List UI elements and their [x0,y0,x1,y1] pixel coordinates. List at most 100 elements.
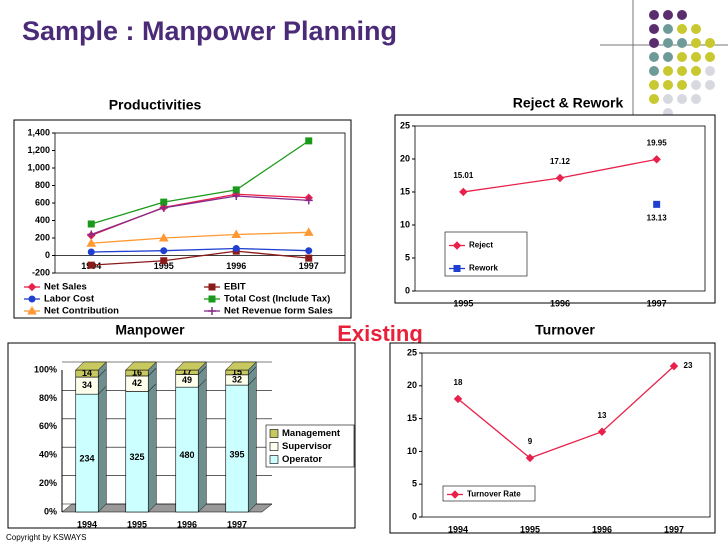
marker [87,248,95,256]
dot [691,38,701,48]
x-tick-label: 1997 [664,524,684,534]
marker [231,229,242,238]
bar-side [148,382,157,513]
chart-title: Productivities [109,97,202,113]
chart-title: Reject & Rework [513,95,624,111]
x-tick-label: 1997 [299,261,319,271]
decoration [600,0,728,132]
dot [677,80,687,90]
bar-top [225,361,257,371]
annotation: Existing [337,321,423,346]
dot [691,80,701,90]
marker [459,187,468,197]
dot [649,10,659,20]
y-tick-label: 25 [407,347,417,357]
marker [305,247,313,255]
legend-label: Net Revenue form Sales [224,306,333,317]
legend-label: Supervisor [282,441,332,452]
bar-top [175,361,207,371]
y-tick-label: 1,000 [27,162,50,172]
legend-label: Labor Cost [44,294,95,305]
legend-label: Net Contribution [44,306,119,317]
y-tick-label: 40% [39,450,57,460]
legend-box [265,424,355,468]
y-tick-label: 15 [400,186,410,196]
dot [705,80,715,90]
dot [691,52,701,62]
dot [663,94,673,104]
x-tick-label: 1996 [592,524,612,534]
marker [669,361,679,371]
marker [303,227,314,236]
y-tick-label: 25 [400,120,410,130]
marker [86,238,97,247]
marker [232,192,241,200]
y-tick-label: 10 [407,446,417,456]
chart-frame [13,119,352,319]
data-label: 13 [598,411,607,420]
dot [677,52,687,62]
marker [160,257,168,265]
legend-marker [208,283,216,291]
dot [705,52,715,62]
data-label: 42 [132,378,142,388]
series-line [91,247,309,253]
y-tick-label: 600 [35,197,50,207]
marker [305,254,313,262]
data-label: 15.01 [453,171,474,180]
x-tick-label: 1994 [448,524,468,534]
y-tick-label: 80% [39,393,57,403]
data-label: 34 [82,380,92,390]
data-label: 14 [82,368,92,378]
dot [663,66,673,76]
y-tick-label: 20% [39,478,57,488]
dot [691,24,701,34]
legend-marker [28,295,36,303]
legend-marker [452,241,462,250]
marker [653,200,661,208]
marker [305,137,313,145]
y-tick-label: 200 [35,232,50,242]
dot [649,66,659,76]
data-label: 49 [182,375,192,385]
marker [87,230,96,239]
y-tick-label: 1,400 [27,127,50,137]
legend-marker [27,305,37,315]
data-label: 19.95 [647,138,668,147]
legend-marker [27,282,37,292]
data-label: 18 [454,378,463,387]
legend-label: Turnover Rate [467,490,521,499]
y-tick-label: 0 [412,511,417,521]
dot [649,80,659,90]
series-line [91,231,309,244]
x-tick-label: 1997 [647,298,667,308]
marker [525,453,535,463]
data-label: 480 [179,450,194,460]
dot [663,24,673,34]
bar-top [75,361,107,371]
x-tick-label: 1996 [226,261,246,271]
x-tick-label: 1995 [154,261,174,271]
x-tick-label: 1995 [453,298,473,308]
dot [649,24,659,34]
series-line [91,140,310,225]
legend-label: Net Sales [44,282,87,293]
bar-side [98,385,107,513]
legend-box [442,485,536,502]
legend-label: Operator [282,454,322,465]
dot [677,66,687,76]
series-line [457,365,675,459]
chart-frame [394,114,716,304]
y-tick-label: 0% [44,506,57,516]
marker [232,245,240,252]
x-tick-label: 1994 [77,519,97,529]
legend-marker [453,265,461,272]
marker [158,232,169,242]
dot [649,38,659,48]
x-tick-label: 1995 [127,519,147,529]
marker [453,394,463,404]
plot-area [414,125,706,292]
marker [87,220,95,228]
legend-label: Rework [469,264,498,273]
